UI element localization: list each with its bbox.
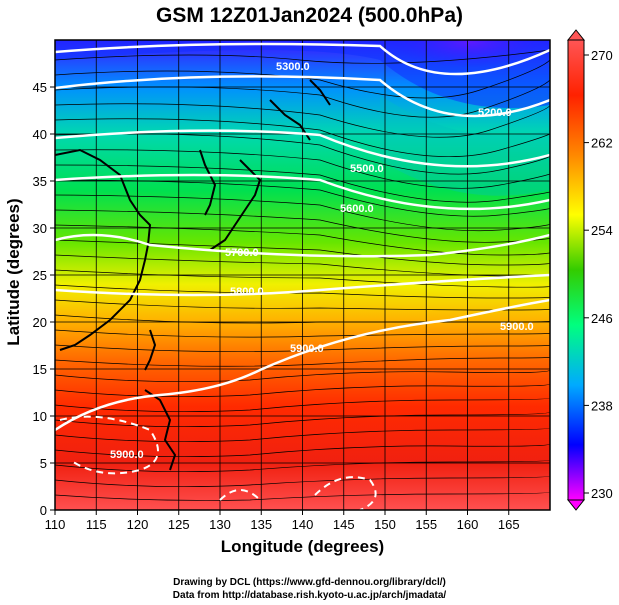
contour-label: 5600.0 (340, 203, 374, 215)
y-axis-ticks: 0 5 10 15 20 25 30 35 40 45 (33, 80, 55, 518)
y-tick-label: 20 (33, 315, 47, 330)
y-axis-label: Latitude (degrees) (4, 198, 23, 346)
x-tick-label: 145 (333, 517, 355, 532)
x-tick-label: 160 (457, 517, 479, 532)
contour-label: 5900.0 (110, 449, 144, 461)
x-tick-label: 165 (498, 517, 520, 532)
contour-label: 5900.0 (500, 321, 534, 333)
contour-label: 5800.0 (230, 286, 264, 298)
geopotential-contours (55, 42, 550, 432)
chart-title: GSM 12Z01Jan2024 (500.0hPa) (155, 4, 463, 27)
colorbar-tick-label: 246 (591, 311, 613, 326)
contour-label: 5900.0 (290, 343, 324, 355)
x-tick-label: 120 (127, 517, 149, 532)
contour-label-group: 5300.0 5200.0 5500.0 5600.0 5700.0 5800.… (110, 61, 534, 461)
contour-label: 5500.0 (350, 163, 384, 175)
dashed-contours (59, 415, 377, 510)
colorbar-tick-label: 230 (591, 486, 613, 501)
x-tick-label: 130 (209, 517, 231, 532)
y-tick-label: 10 (33, 409, 47, 424)
y-tick-label: 5 (40, 456, 47, 471)
colorbar-tick-label: 262 (591, 136, 613, 151)
contour-label: 5700.0 (225, 247, 259, 259)
colorbar-tick-label: 254 (591, 223, 613, 238)
coastlines (55, 79, 331, 471)
y-tick-label: 35 (33, 174, 47, 189)
y-tick-label: 15 (33, 362, 47, 377)
x-tick-label: 135 (250, 517, 272, 532)
x-tick-label: 150 (374, 517, 396, 532)
contour-label: 5300.0 (276, 61, 310, 73)
x-tick-label: 125 (168, 517, 190, 532)
colorbar: 230 238 246 254 262 270 (566, 29, 613, 511)
y-tick-label: 30 (33, 221, 47, 236)
x-tick-label: 110 (45, 517, 66, 532)
colorbar-bottom-arrow (566, 499, 586, 511)
y-tick-label: 40 (33, 127, 47, 142)
colorbar-scale (567, 39, 585, 501)
y-tick-label: 0 (40, 503, 47, 518)
x-tick-label: 115 (86, 517, 107, 532)
x-tick-label: 140 (292, 517, 314, 532)
x-axis-ticks: 110 115 120 125 130 135 140 145 150 155 160 165 (45, 510, 520, 532)
x-tick-label: 155 (415, 517, 437, 532)
credit-data-source: Data from http://database.rish.kyoto-u.a… (172, 590, 447, 601)
credit-drawing: Drawing by DCL (https://www.gfd-dennou.o… (173, 577, 446, 588)
x-axis-label: Longitude (degrees) (220, 537, 385, 556)
y-tick-label: 25 (33, 268, 47, 283)
y-tick-label: 45 (33, 80, 47, 95)
colorbar-tick-label: 238 (591, 398, 613, 413)
colorbar-tick-label: 270 (591, 48, 613, 63)
colorbar-top-arrow (566, 29, 586, 41)
contour-label: 5200.0 (478, 107, 512, 119)
